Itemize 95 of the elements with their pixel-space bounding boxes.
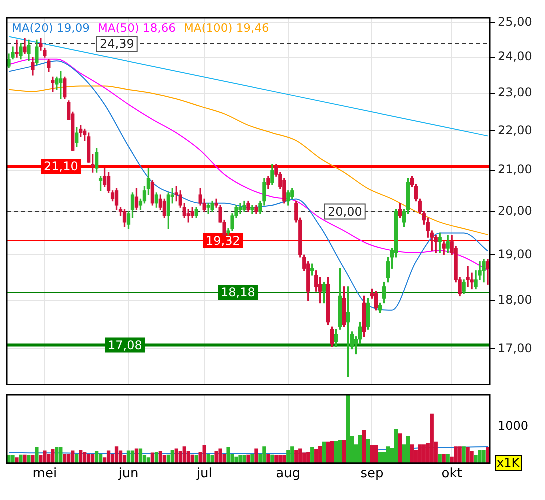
bar (466, 447, 470, 464)
text: MA(50) 18,66 (98, 21, 176, 35)
bar (31, 456, 35, 464)
bar (386, 446, 390, 464)
x-tick-label: mei (32, 466, 58, 482)
bar (294, 450, 298, 464)
bar (398, 434, 402, 464)
text: x1K (495, 455, 522, 471)
bar (454, 446, 458, 464)
bar (370, 445, 374, 464)
ref-line-label: 18,18 (221, 286, 256, 300)
bar (210, 456, 214, 464)
bar (458, 446, 462, 464)
bar (478, 450, 482, 464)
text: 1000 (498, 419, 529, 433)
y-tick-label: 19,00 (498, 247, 532, 262)
bar (482, 450, 486, 464)
bar (394, 430, 398, 464)
bar (366, 439, 370, 464)
ref-line-label: 24,39 (100, 37, 134, 52)
y-tick-label: 24,00 (498, 50, 532, 64)
bar (462, 446, 466, 464)
bar (254, 448, 258, 464)
x-tick-label: okt (442, 466, 462, 482)
line-series (8, 86, 489, 236)
line-series (8, 58, 489, 271)
y-tick-label: 21,00 (498, 162, 532, 177)
bar (274, 456, 278, 464)
bar (238, 456, 242, 464)
bar (174, 448, 178, 464)
bar (334, 441, 338, 464)
candlestick (466, 266, 470, 288)
y-tick-label: 17,00 (498, 341, 532, 356)
ref-line-label: 19,32 (206, 234, 240, 248)
bar (15, 458, 19, 464)
bar (282, 456, 286, 464)
bar (358, 435, 362, 464)
bar (250, 454, 254, 464)
y-tick-label: 25,00 (498, 15, 532, 30)
y-tick-label: 23,00 (498, 86, 532, 100)
bar (410, 444, 414, 464)
y-tick-label: 20,00 (498, 204, 532, 218)
bar (242, 456, 246, 464)
bar (202, 445, 206, 464)
bar (234, 456, 238, 464)
bar (226, 447, 230, 464)
bar (322, 442, 326, 464)
text: MA(100) 19,46 (184, 21, 270, 35)
bar (326, 442, 330, 464)
bar (278, 456, 282, 464)
bar (23, 454, 27, 464)
bar (374, 445, 378, 464)
bar (11, 456, 15, 464)
bar (182, 446, 186, 464)
bar (138, 448, 143, 464)
bar (246, 454, 250, 464)
bar (134, 448, 139, 464)
bar (114, 446, 119, 464)
text: MA(20) 19,09 (12, 21, 90, 35)
bar (270, 454, 274, 464)
bar (470, 451, 474, 464)
x-tick-label: jul (196, 466, 212, 482)
bar (218, 448, 222, 464)
bar (418, 444, 422, 464)
bar (43, 450, 47, 464)
x-tick-label: sep (360, 466, 384, 482)
bar (170, 450, 174, 464)
bar (422, 444, 426, 464)
bar (362, 430, 366, 464)
x-tick-label: jun (118, 466, 139, 482)
bar (298, 448, 302, 464)
bar (262, 446, 266, 464)
bar (342, 440, 346, 464)
ref-line-label: 17,08 (108, 338, 142, 352)
bar (330, 441, 334, 464)
bar (19, 454, 23, 464)
bar (406, 436, 410, 464)
bar (338, 440, 342, 464)
candlestick (15, 40, 19, 58)
ref-line-label: 21,10 (44, 160, 78, 174)
bar (290, 446, 294, 464)
bar (79, 450, 83, 464)
bar (318, 446, 322, 464)
bar (35, 447, 39, 464)
bar (214, 451, 218, 464)
bar (430, 414, 434, 464)
bar (266, 454, 270, 464)
y-tick-label: 22,00 (498, 123, 532, 138)
ref-line-label: 20,00 (328, 204, 362, 219)
x-tick-label: aug (276, 466, 301, 482)
bar (346, 395, 350, 464)
y-tick-label: 18,00 (498, 293, 532, 308)
line-series (8, 60, 489, 311)
bar (27, 456, 31, 464)
bar (286, 450, 290, 464)
